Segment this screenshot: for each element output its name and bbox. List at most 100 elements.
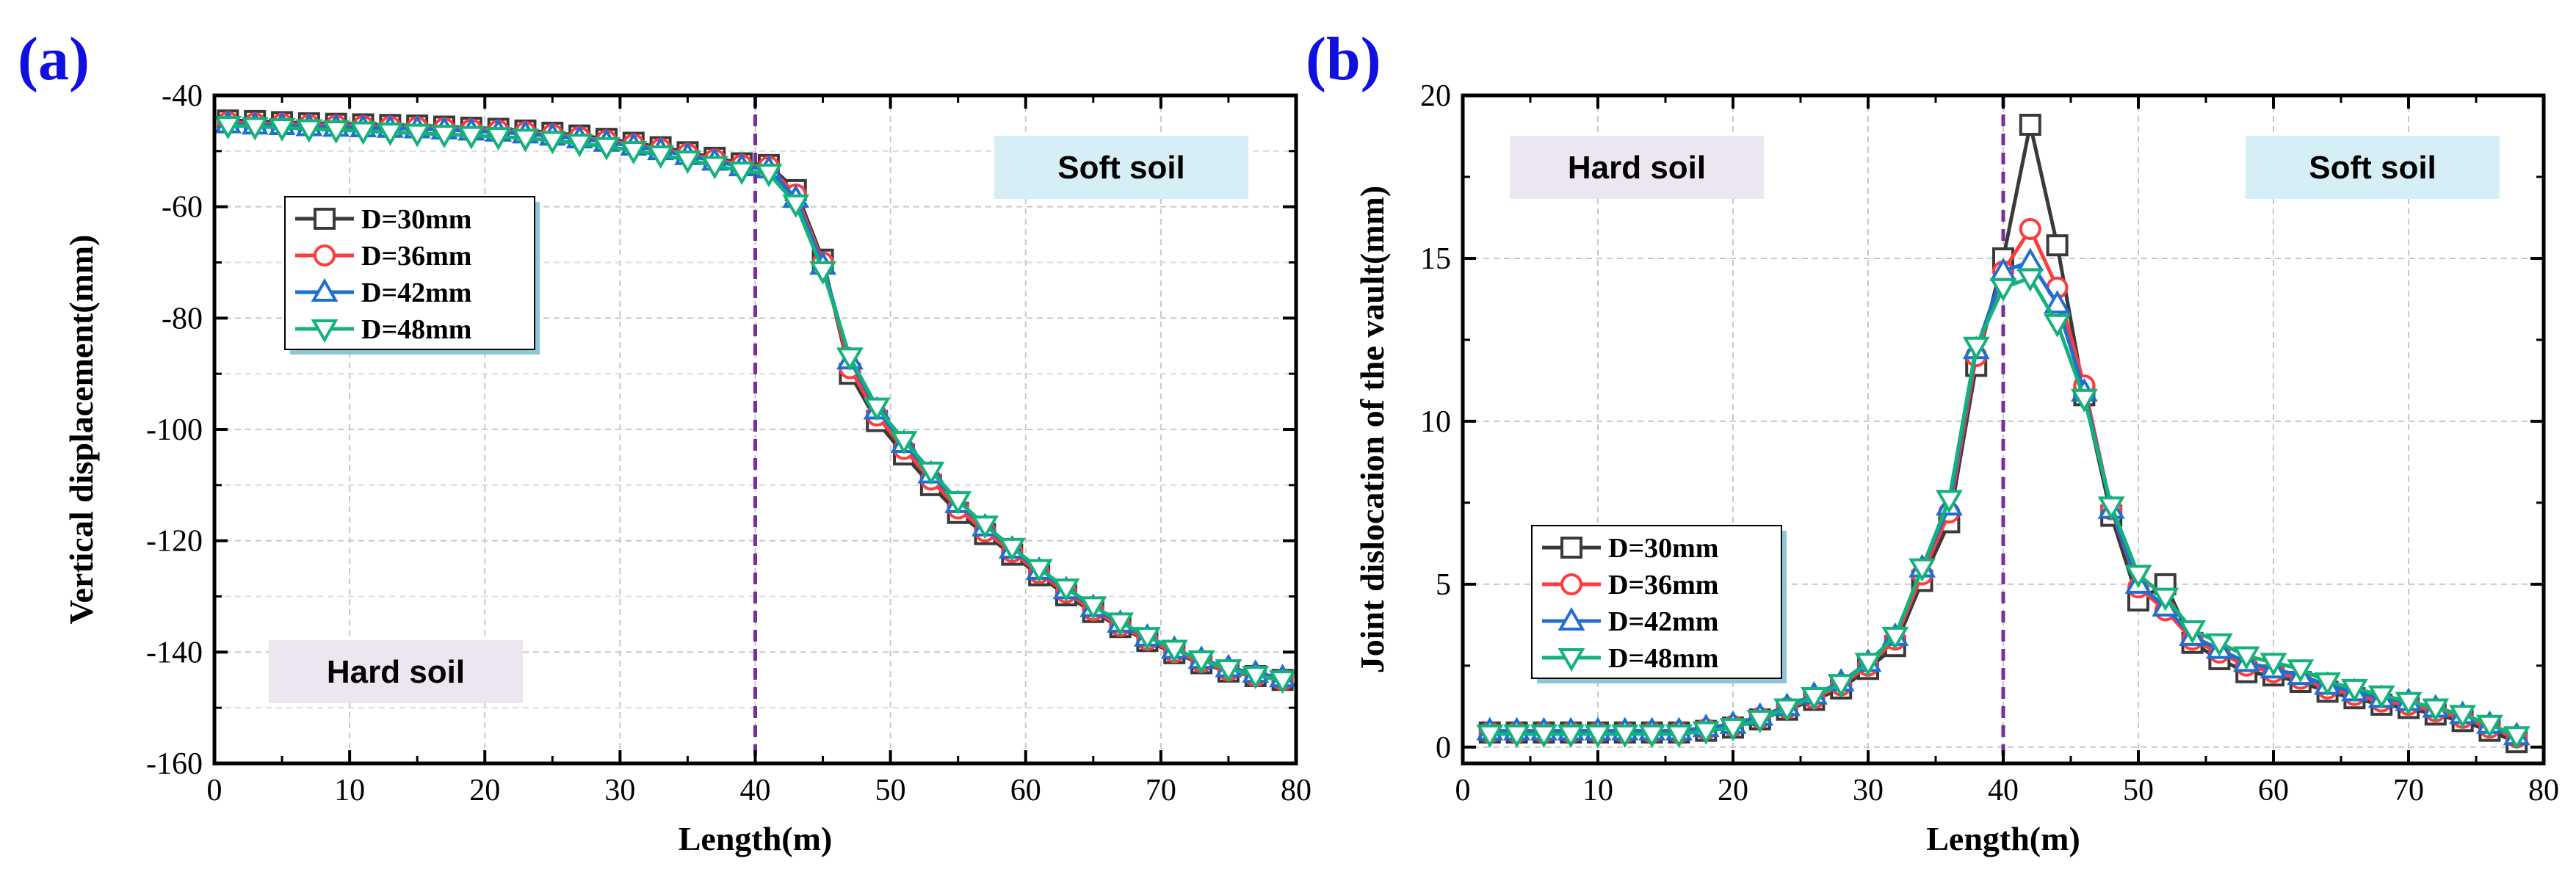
data-point [1503, 725, 1531, 749]
legend-marker [1557, 648, 1585, 672]
x-tick-label: 50 [2123, 774, 2154, 807]
y-axis: -40 -60 -80 -100 -120 -140 -160 [146, 79, 1296, 781]
data-point [836, 347, 864, 371]
legend-marker [1560, 537, 1582, 559]
legend-entry: D=48mm [295, 314, 471, 345]
legend-label: D=42mm [1608, 606, 1718, 637]
data-point [2260, 653, 2287, 677]
data-point [1052, 578, 1080, 603]
series-d-48mm [214, 115, 1297, 694]
data-point [2016, 247, 2044, 272]
data-point [890, 431, 918, 455]
legend-label: D=30mm [1608, 533, 1718, 564]
data-point [241, 117, 269, 141]
data-point [1133, 627, 1161, 651]
data-point [2232, 646, 2260, 670]
data-point [1827, 674, 1855, 698]
x-axis: 0 10 20 30 40 50 60 70 80 [1455, 95, 2559, 807]
x-tick-label: 10 [334, 774, 365, 807]
data-point [1638, 725, 1666, 749]
y-tick-label: -120 [146, 525, 203, 559]
data-point [1160, 639, 1188, 664]
data-point [1557, 725, 1585, 749]
data-point [2016, 268, 2044, 292]
legend-entry: D=42mm [1542, 606, 1718, 637]
data-point [457, 126, 485, 150]
data-point [701, 156, 728, 180]
region-label-bg [2246, 136, 2500, 199]
data-point [2449, 705, 2477, 729]
data-point [2044, 313, 2072, 338]
region-label-soft-soil: Soft soil [994, 136, 1248, 199]
x-tick-label: 80 [1281, 774, 1311, 807]
x-tick-label: 80 [2528, 774, 2559, 807]
y-tick-label: 15 [1420, 242, 1451, 276]
legend-marker [311, 277, 339, 302]
x-tick-label: 0 [1455, 774, 1471, 807]
region-label-bg [269, 640, 523, 703]
data-point [755, 164, 783, 188]
y-tick-label: -60 [162, 191, 203, 225]
data-point [1881, 626, 1909, 650]
data-point [1242, 666, 1270, 690]
data-point [620, 141, 648, 165]
legend-label: D=48mm [1608, 643, 1718, 674]
data-point [538, 131, 566, 155]
chart-panel-1: Hard soil Soft soil 0 10 20 30 40 50 60 70 80 0 5 10 1… [1306, 25, 2559, 857]
data-point [322, 120, 350, 145]
data-point [2046, 234, 2069, 257]
data-point [728, 161, 756, 186]
x-axis-title: Length(m) [679, 820, 833, 857]
panel-letter: (a) [18, 25, 90, 93]
legend: D=30mm D=36mm D=42mm D=48mm [284, 196, 540, 355]
data-point [782, 194, 810, 218]
x-tick-label: 30 [1853, 774, 1884, 807]
data-point [1611, 725, 1639, 749]
x-axis-title: Length(m) [1926, 820, 2080, 857]
panel-letter: (b) [1306, 25, 1381, 93]
data-point [2205, 633, 2233, 657]
legend-label: D=36mm [1608, 570, 1718, 600]
data-point [1692, 721, 1720, 745]
legend-label: D=42mm [361, 277, 471, 308]
y-tick-label: 20 [1420, 79, 1451, 113]
legend-label: D=36mm [361, 241, 471, 272]
region-label-hard-soil: Hard soil [269, 640, 523, 703]
data-point [2367, 685, 2395, 709]
data-point [673, 150, 701, 174]
data-point [2475, 714, 2503, 738]
data-point [1989, 277, 2017, 302]
data-point [403, 123, 431, 148]
data-point [1107, 612, 1135, 636]
legend-marker [1560, 573, 1582, 595]
x-tick-label: 60 [1010, 774, 1041, 807]
region-label-text: Soft soil [2309, 150, 2436, 186]
data-point [1584, 725, 1612, 749]
legend-label: D=48mm [361, 314, 471, 345]
data-point [1719, 718, 1747, 742]
legend-marker [314, 208, 336, 230]
data-point [1530, 725, 1557, 749]
data-point [1269, 670, 1297, 694]
data-point [2287, 659, 2315, 683]
data-point [2019, 218, 2041, 240]
data-point [2124, 564, 2152, 589]
x-tick-label: 10 [1582, 774, 1613, 807]
data-point [485, 127, 513, 151]
legend-entry: D=30mm [1542, 533, 1718, 564]
y-axis: 0 5 10 15 20 [1420, 79, 2544, 765]
x-tick-label: 20 [469, 774, 500, 807]
x-tick-label: 70 [2393, 774, 2424, 807]
data-point [972, 515, 999, 540]
y-tick-label: -80 [162, 302, 203, 335]
data-point [2152, 587, 2179, 611]
data-point [647, 145, 675, 170]
region-label-bg [1510, 136, 1764, 199]
x-tick-label: 20 [1718, 774, 1748, 807]
data-point [512, 128, 539, 153]
data-point [1215, 659, 1242, 683]
legend-marker [311, 319, 339, 344]
y-tick-label: -40 [162, 79, 203, 113]
data-point [1909, 558, 1936, 582]
